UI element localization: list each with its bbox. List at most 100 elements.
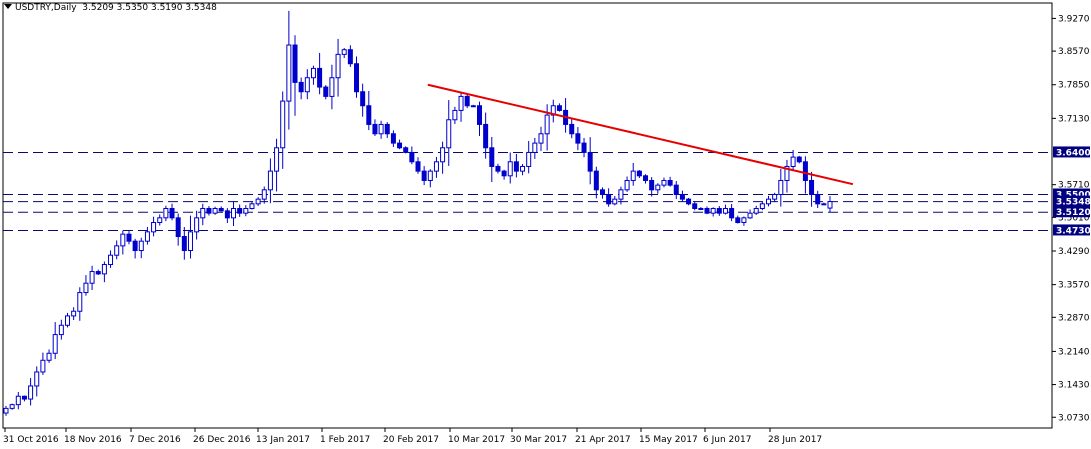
candle-body-up [187,231,193,252]
level-label-bg [1053,224,1090,236]
level-label-bg [1053,188,1090,200]
candle-body-up [507,161,513,177]
plot-border [2,2,1053,429]
candle-body-down [298,81,304,93]
candle-body-down [384,123,390,135]
candle-body-down [360,91,366,107]
candle-body-down [347,49,353,65]
candle-body-up [827,201,833,209]
candle-body-up [243,207,249,214]
candle-body-down [397,142,403,149]
candle-body-down [802,161,808,181]
candle-body-up [46,352,52,361]
y-tick-label: 3.9270 [1058,14,1090,24]
time-axis: 31 Oct 2016 18 Nov 2016 7 Dec 2016 26 Dec 2… [3,428,822,445]
candle-body-up [34,371,40,387]
x-tick-label: 28 Jun 2017 [768,435,822,445]
candle-body-up [335,53,341,79]
candle-body-up [661,179,667,186]
candle-body-down [606,193,612,205]
candle-body-down [593,170,599,191]
y-tick-label: 3.2870 [1058,313,1090,323]
level-label-bg [1053,206,1090,218]
candle-body-down [599,189,605,195]
candle-body-up [163,207,169,219]
candle-body-up [52,334,58,354]
candle-body-down [501,170,507,177]
candle-body-up [249,203,255,209]
candle-body-down [476,105,482,125]
candle-body-up [138,240,144,252]
x-tick-label: 21 Apr 2017 [575,435,631,445]
candle-body-up [310,67,316,79]
candle-body-down [126,233,132,242]
chart-header: USDTRY,Daily 3.5209 3.5350 3.5190 3.5348 [4,3,217,13]
candle-body-down [815,193,821,205]
y-tick-label: 3.7850 [1058,81,1090,91]
y-tick-label: 3.3570 [1058,281,1090,291]
candle-body-down [643,175,649,181]
candle-body-down [636,170,642,177]
candle-body-down [649,179,655,191]
candle-body-up [64,315,70,326]
symbol-timeframe: USDTRY,Daily [15,3,77,13]
candle-body-down [366,105,372,125]
candle-body-up [200,207,206,219]
candle-body-down [483,123,489,149]
x-tick-label: 10 Mar 2017 [448,435,505,445]
candle-body-down [169,207,175,219]
candle-body-down [237,207,243,214]
candle-body-down [175,217,181,238]
candle-body-up [101,264,107,275]
y-tick-label: 3.4290 [1058,247,1090,257]
level-label-bg [1053,146,1090,158]
candle-body-down [796,156,802,163]
candle-body-up [71,310,77,317]
candle-body-up [9,404,15,409]
candle-body-down [206,207,212,214]
candle-body-up [114,245,120,256]
candle-body-up [15,395,21,406]
candle-body-up [58,324,64,336]
candle-body-up [440,147,446,163]
dropdown-triangle-icon[interactable] [4,4,12,9]
candle-body-down [735,217,741,224]
candle-body-up [427,170,433,181]
candle-body-up [741,217,747,224]
candle-body-up [77,292,83,312]
candle-body-down [667,179,673,186]
x-tick-label: 7 Dec 2016 [129,435,181,445]
y-tick-label: 3.5710 [1058,181,1090,191]
candle-body-down [575,133,581,144]
level-label: 3.5120 [1056,208,1091,218]
candle-body-up [470,105,476,108]
candle-body-up [144,231,150,242]
candle-body-up [231,207,237,219]
candle-body-up [759,203,765,209]
candle-body-down [495,165,501,172]
candle-body-up [120,233,126,247]
trend-line-group[interactable] [427,83,854,186]
candle-body-down [403,147,409,153]
x-tick-label: 6 Jun 2017 [703,435,751,445]
candle-body-down [464,95,470,107]
y-tick-label: 3.5010 [1058,213,1090,223]
candle-body-up [329,77,335,97]
candle-body-up [280,100,286,149]
candle-body-down [569,123,575,135]
candle-body-down [409,151,415,163]
candle-body-up [698,207,704,210]
y-tick-label: 3.7130 [1058,114,1090,124]
candle-body-up [151,222,157,233]
x-tick-label: 15 May 2017 [639,435,698,445]
candle-body-up [772,193,778,200]
level-label: 3.6400 [1056,148,1091,158]
candle-body-down [21,395,27,400]
candle-body-up [624,179,630,191]
trend-line [427,83,854,186]
candle-body-up [194,217,200,233]
candle-body-up [747,212,753,219]
level-label: 3.5500 [1056,190,1091,200]
